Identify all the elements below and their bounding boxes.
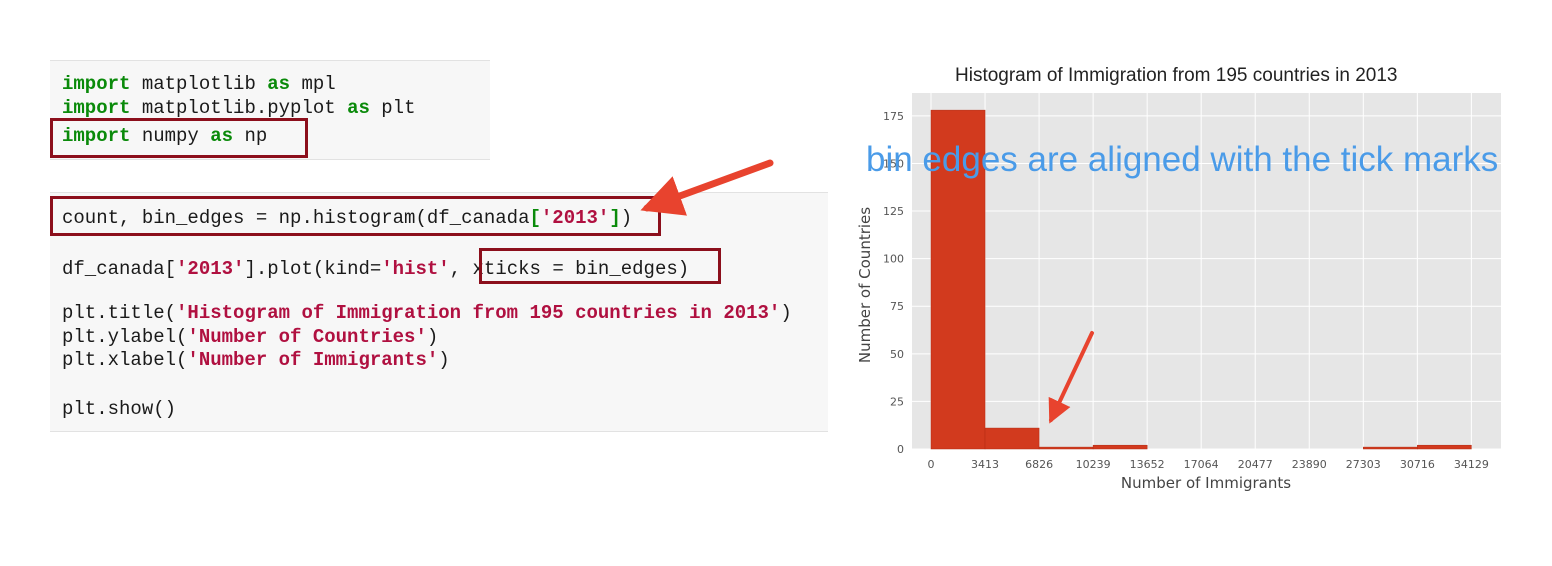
code-text: ) xyxy=(780,302,792,324)
code-text: matplotlib xyxy=(130,73,268,95)
keyword: as xyxy=(347,97,370,119)
annotation-text: bin edges are aligned with the tick mark… xyxy=(866,140,1499,179)
code-text: xticks = bin_edges) xyxy=(472,258,690,280)
arrow-to-bin-edge xyxy=(1048,331,1094,424)
y-axis-label: Number of Countries xyxy=(856,207,874,363)
code-text: np xyxy=(233,125,268,147)
code-text: , xyxy=(449,258,473,280)
code-line: df_canada['2013'].plot(kind='hist', xtic… xyxy=(62,258,689,280)
string-literal: 'Number of Countries' xyxy=(187,326,427,348)
x-tick-label: 30716 xyxy=(1400,458,1435,471)
string-literal: 'hist' xyxy=(381,258,450,280)
code-text: ) xyxy=(438,349,450,371)
histogram-bar xyxy=(1038,446,1094,450)
histogram-bar xyxy=(1092,444,1148,450)
keyword: import xyxy=(62,125,131,147)
code-line: import matplotlib as mpl xyxy=(62,73,336,95)
x-tick-label: 27303 xyxy=(1346,458,1381,471)
code-cell-histogram[interactable]: count, bin_edges = np.histogram(df_canad… xyxy=(50,192,828,432)
y-tick-labels: 0 25 50 75 100 125 150 175 xyxy=(883,110,904,456)
y-tick-label: 50 xyxy=(890,348,904,361)
keyword: import xyxy=(62,73,131,95)
x-tick-label: 23890 xyxy=(1292,458,1327,471)
code-line: import numpy as np xyxy=(62,125,267,147)
x-tick-label: 34129 xyxy=(1454,458,1489,471)
y-tick-label: 150 xyxy=(883,157,904,170)
histogram-bars xyxy=(930,109,1472,450)
bracket: ] xyxy=(609,207,621,229)
y-tick-label: 75 xyxy=(890,300,904,313)
code-text: plt.title( xyxy=(62,302,177,324)
code-text: df_canada[ xyxy=(62,258,177,280)
histogram-bar xyxy=(1363,446,1418,450)
code-cell-imports[interactable]: import matplotlib as mpl import matplotl… xyxy=(50,60,490,160)
y-tick-label: 175 xyxy=(883,110,904,123)
string-literal: 'Histogram of Immigration from 195 count… xyxy=(176,302,781,324)
string-literal: '2013' xyxy=(176,258,245,280)
code-line: plt.ylabel('Number of Countries') xyxy=(62,326,438,348)
x-tick-label: 0 xyxy=(928,458,935,471)
code-line: plt.xlabel('Number of Immigrants') xyxy=(62,349,450,371)
histogram-bar xyxy=(930,109,986,450)
x-tick-label: 6826 xyxy=(1025,458,1053,471)
y-tick-label: 100 xyxy=(883,253,904,266)
chart-title: Histogram of Immigration from 195 countr… xyxy=(955,65,1398,86)
x-tick-labels: 0 3413 6826 10239 13652 17064 20477 23890 27303 3… xyxy=(928,458,1489,471)
x-tick-label: 10239 xyxy=(1076,458,1111,471)
keyword: as xyxy=(267,73,291,95)
histogram-bar xyxy=(1417,444,1472,450)
code-text: plt.xlabel( xyxy=(62,349,188,371)
string-literal: '2013' xyxy=(540,207,610,229)
code-line: plt.show() xyxy=(62,398,177,420)
string-literal: 'Number of Immigrants' xyxy=(187,349,439,371)
y-tick-label: 0 xyxy=(897,443,904,456)
x-axis-label: Number of Immigrants xyxy=(1121,474,1291,492)
highlight-box-xticks xyxy=(479,248,721,284)
x-tick-label: 17064 xyxy=(1184,458,1219,471)
y-tick-label: 125 xyxy=(883,205,904,218)
code-text: ) xyxy=(620,207,633,229)
code-line: plt.title('Histogram of Immigration from… xyxy=(62,302,792,324)
code-text: matplotlib.pyplot xyxy=(130,97,348,119)
code-text: plt.ylabel( xyxy=(62,326,188,348)
x-tick-label: 20477 xyxy=(1238,458,1273,471)
x-tick-label: 3413 xyxy=(971,458,999,471)
keyword: import xyxy=(62,97,131,119)
arrow-to-histogram-call xyxy=(640,159,774,216)
plot-background xyxy=(912,93,1501,449)
highlight-box-import-numpy xyxy=(50,118,308,158)
histogram-bar xyxy=(984,427,1040,450)
code-text: ) xyxy=(426,326,439,348)
highlight-box-histogram-call xyxy=(50,196,661,236)
code-text: mpl xyxy=(290,73,336,95)
code-line: count, bin_edges = np.histogram(df_canad… xyxy=(62,207,632,229)
keyword: as xyxy=(210,125,234,147)
code-line: import matplotlib.pyplot as plt xyxy=(62,97,415,119)
code-text: ].plot(kind= xyxy=(244,258,382,280)
bracket: [ xyxy=(529,207,541,229)
code-text: plt xyxy=(369,97,416,119)
x-tick-label: 13652 xyxy=(1130,458,1165,471)
code-text: count, bin_edges = np.histogram(df_canad… xyxy=(62,207,530,229)
y-tick-label: 25 xyxy=(890,395,904,408)
code-text: numpy xyxy=(130,125,211,147)
